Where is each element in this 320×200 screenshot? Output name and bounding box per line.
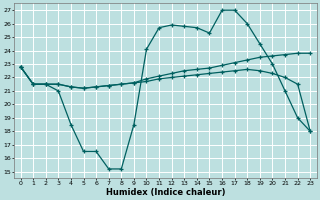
X-axis label: Humidex (Indice chaleur): Humidex (Indice chaleur) — [106, 188, 225, 197]
